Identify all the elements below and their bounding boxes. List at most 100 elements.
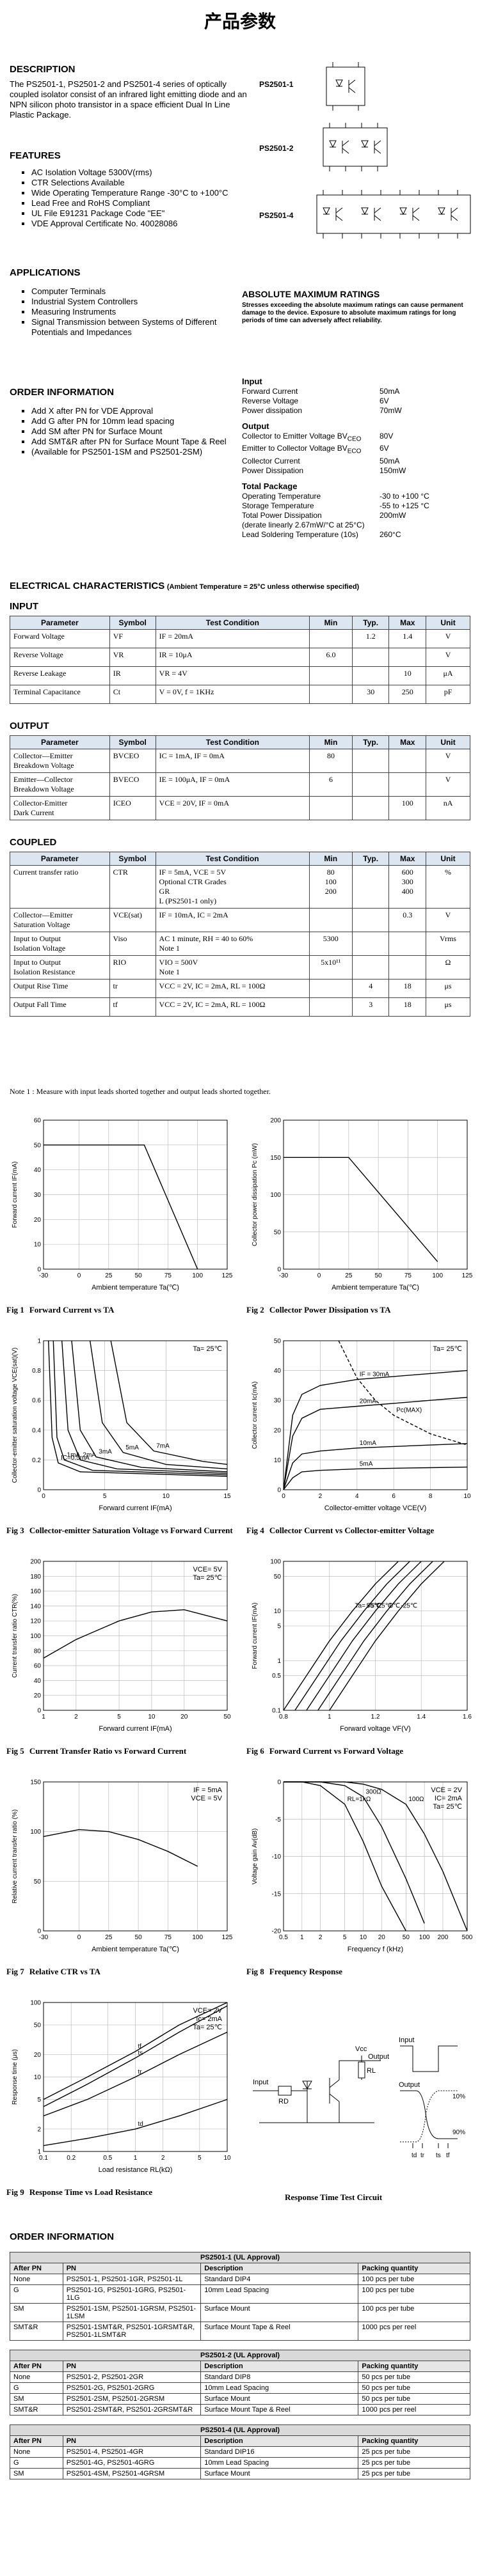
y-tick-label: 20 bbox=[34, 2052, 42, 2059]
figure: 0.8 1 1.2 1.4 1.6 0.1 0.5 1 5 10 50 100 Forward volt… bbox=[246, 1554, 477, 1756]
chart: 0 5 10 15 0 0.2 0.4 0.6 0.8 1 Forward current IF(m… bbox=[12, 1338, 231, 1513]
table-cell: 25 pcs per tube bbox=[358, 2468, 470, 2479]
table-row: Reverse Voltage VR IR = 10μA 6.0 V bbox=[10, 648, 470, 667]
figure-caption: Fig 4 Collector Current vs Collector-emit… bbox=[246, 1526, 477, 1536]
curve bbox=[90, 1340, 228, 1470]
figure-number: Fig 1 bbox=[6, 1305, 24, 1315]
table-cell: 6.0 bbox=[309, 648, 353, 667]
table-cell: SM bbox=[10, 2393, 63, 2405]
table-cell bbox=[351, 648, 390, 667]
figure: 0.1 0.2 0.5 1 2 5 10 1 2 5 10 20 50 100 Load resistanc… bbox=[6, 1995, 237, 2197]
table-cell: IC = 1mA, IF = 0mA bbox=[155, 749, 310, 773]
table-cell bbox=[309, 666, 353, 685]
curve-label: Pc(MAX) bbox=[396, 1407, 422, 1414]
column-header: Test Condition bbox=[155, 616, 310, 630]
page-title: 产品参数 bbox=[204, 12, 276, 31]
table-cell: Standard DIP8 bbox=[200, 2371, 359, 2383]
table-cell: μs bbox=[425, 997, 471, 1017]
x-tick-label: 0 bbox=[42, 1493, 45, 1500]
circuit-label: RL bbox=[367, 2067, 376, 2075]
x-tick-label: 10 bbox=[360, 1934, 367, 1941]
y-tick-label: 120 bbox=[30, 1618, 41, 1625]
x-tick-label: 10 bbox=[463, 1493, 471, 1500]
column-header: Parameter bbox=[10, 852, 110, 866]
annotation: Ta= 25℃ bbox=[193, 2024, 222, 2031]
rating-row: Collector to Emitter Voltage BVCEO 80V bbox=[242, 432, 472, 444]
rating-text: Reverse Voltage bbox=[242, 396, 299, 405]
column-header: Symbol bbox=[109, 616, 156, 630]
figure-caption: Fig 2 Collector Power Dissipation vs TA bbox=[246, 1305, 477, 1315]
table-cell: 0.3 bbox=[388, 908, 426, 932]
column-header: Typ. bbox=[351, 735, 390, 749]
rating-row: Total Power Dissipation 200mW bbox=[242, 511, 472, 520]
table-row: SM PS2501-4SM, PS2501-4GRSM Surface Mount 2… bbox=[10, 2468, 470, 2479]
x-tick-label: 125 bbox=[222, 1272, 233, 1279]
figure: -30 0 25 50 75 100 125 0 50 100 150 200 Ambient temp… bbox=[246, 1112, 477, 1315]
table-cell: IF = 5mA, VCE = 5V Optional CTR Grades GR L… bbox=[155, 865, 310, 909]
rating-value: 50mA bbox=[380, 387, 400, 396]
figure: 0 2 4 6 8 10 0 10 20 30 40 50 Collector-emitter volt… bbox=[246, 1333, 477, 1536]
table-cell: IE = 100μA, IF = 0mA bbox=[155, 772, 310, 797]
y-tick-label: 0 bbox=[37, 1928, 41, 1935]
y-axis-label: Voltage gain Av(dB) bbox=[252, 1829, 259, 1885]
column-header: Unit bbox=[426, 735, 470, 749]
x-tick-label: 10 bbox=[223, 2155, 231, 2162]
figure-caption: Fig 5 Current Transfer Ratio vs Forward C… bbox=[6, 1746, 237, 1756]
y-tick-label: -5 bbox=[275, 1816, 281, 1823]
x-tick-label: 200 bbox=[438, 1934, 449, 1941]
y-tick-label: 0.8 bbox=[32, 1368, 41, 1375]
rating-text: Power Dissipation bbox=[242, 465, 304, 475]
header-row: After PN PN Description Packing quantity bbox=[10, 2263, 470, 2274]
list-item: UL File E91231 Package Code "EE" bbox=[31, 208, 275, 219]
x-tick-label: 20 bbox=[378, 1934, 386, 1941]
x-tick-label: 15 bbox=[223, 1493, 231, 1500]
table-cell: 18 bbox=[388, 997, 426, 1017]
curve-label: 0℃ bbox=[389, 1603, 400, 1610]
curve-label: td bbox=[138, 2121, 143, 2128]
table-cell: 4 bbox=[351, 979, 390, 998]
circuit-diagram: Input RD Vcc RL Output Input Output 10% … bbox=[253, 2036, 465, 2159]
curve bbox=[284, 1157, 438, 1262]
x-tick-label: -30 bbox=[279, 1272, 289, 1279]
spec-table: Parameter Symbol Test Condition Min Typ. Max U… bbox=[10, 735, 470, 820]
table-cell: 30 bbox=[351, 685, 390, 704]
x-tick-label: 25 bbox=[345, 1272, 353, 1279]
chart: 0.5 1 2 5 10 20 50 100 200 500 -20 -15 -10 -5 0 Frequen… bbox=[252, 1779, 473, 1954]
table-cell: tr bbox=[109, 979, 156, 998]
table-row: Reverse Leakage IR VR = 4V 10 μA bbox=[10, 666, 470, 685]
figure: -30 0 25 50 75 100 125 0 10 20 30 40 50 60 Ambient tem… bbox=[6, 1112, 237, 1315]
table-row: SM PS2501-1SM, PS2501-1GRSM, PS2501-1LSM S… bbox=[10, 2303, 470, 2322]
table-cell: PS2501-1SM, PS2501-1GRSM, PS2501-1LSM bbox=[62, 2303, 202, 2322]
rating-text: Emitter to Collector Voltage BV bbox=[242, 444, 348, 453]
y-tick-label: 5 bbox=[277, 1623, 281, 1630]
table-cell: μA bbox=[426, 666, 470, 685]
circuit-label: Output bbox=[399, 2081, 420, 2089]
cell-line: 100 bbox=[324, 877, 337, 886]
y-axis-label: Collector current Ic(mA) bbox=[252, 1382, 259, 1449]
curve bbox=[338, 1340, 468, 1446]
y-tick-label: 10 bbox=[34, 2074, 42, 2081]
table-row: G PS2501-1G, PS2501-1GRG, PS2501-1LG 10mm … bbox=[10, 2284, 470, 2304]
cell-line: 600 bbox=[401, 868, 413, 877]
figure-caption: Fig 9 Response Time vs Load Resistance bbox=[6, 2187, 237, 2197]
table-cell: 100 bbox=[388, 796, 427, 820]
table-row: Collector—Emitter Breakdown Voltage BVCEO I… bbox=[10, 749, 470, 773]
x-tick-label: 6 bbox=[392, 1493, 396, 1500]
table-cell: 1000 pcs per reel bbox=[358, 2404, 470, 2416]
table-row: Output Fall Time tf VCC = 2V, IC = 2mA, RL… bbox=[10, 997, 471, 1017]
list-item: VDE Approval Certificate No. 40028086 bbox=[31, 219, 275, 229]
x-tick-label: 1 bbox=[328, 1713, 332, 1721]
note: Note 1 : Measure with input leads shorte… bbox=[10, 1087, 271, 1096]
chart: 1 2 5 10 20 50 0 20 40 60 80 100 120 140 160 180 200 Forw… bbox=[12, 1559, 231, 1733]
y-tick-label: 60 bbox=[34, 1118, 42, 1125]
table-cell: 5300 bbox=[308, 932, 353, 956]
x-tick-label: 25 bbox=[105, 1272, 113, 1279]
column-header: Test Condition bbox=[155, 735, 310, 749]
package-label: PS2501-2 bbox=[259, 144, 294, 153]
x-tick-label: 0.1 bbox=[39, 2155, 48, 2162]
table-row: None PS2501-4, PS2501-4GR Standard DIP16 25… bbox=[10, 2446, 470, 2458]
order-option-list: Add X after PN for VDE ApprovalAdd G aft… bbox=[10, 406, 243, 457]
y-axis-label: Relative current transfer ratio (%) bbox=[12, 1809, 19, 1903]
table-cell: IF = 20mA bbox=[155, 629, 310, 648]
table-cell: VCE(sat) bbox=[109, 908, 156, 932]
